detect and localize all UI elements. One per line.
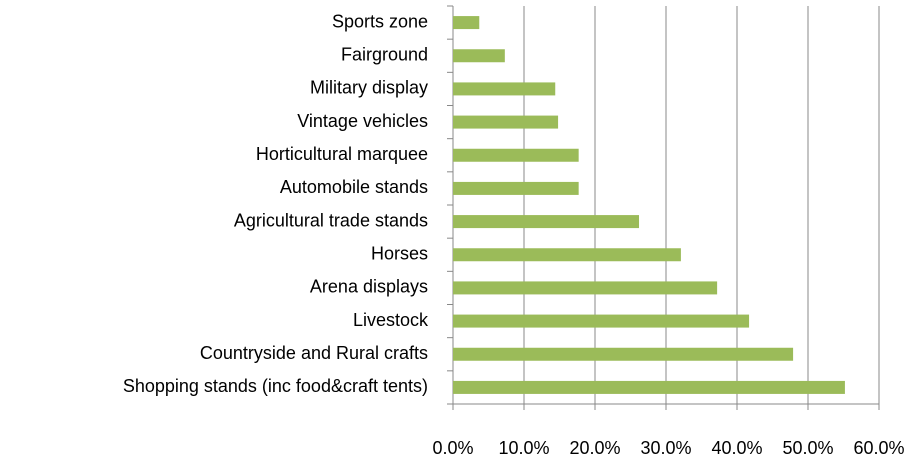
bar: [453, 16, 480, 30]
x-tick-label: 0.0%: [432, 438, 473, 458]
y-tick-label: Arena displays: [310, 277, 428, 297]
bar: [453, 380, 845, 394]
x-tick-label: 50.0%: [782, 438, 833, 458]
x-tick-label: 10.0%: [498, 438, 549, 458]
x-tick-label: 40.0%: [711, 438, 762, 458]
y-tick-label: Horticultural marquee: [256, 144, 428, 164]
bar: [453, 314, 750, 328]
y-tick-label: Livestock: [353, 310, 429, 330]
y-tick-label: Automobile stands: [280, 177, 428, 197]
bar: [453, 82, 556, 96]
y-tick-label: Military display: [310, 78, 428, 98]
y-tick-label: Shopping stands (inc food&craft tents): [123, 376, 428, 396]
bar: [453, 215, 640, 229]
y-tick-label: Sports zone: [332, 11, 428, 31]
y-tick-label: Vintage vehicles: [297, 111, 428, 131]
y-tick-label: Agricultural trade stands: [234, 210, 428, 230]
bar: [453, 115, 559, 129]
y-tick-label: Countryside and Rural crafts: [200, 343, 428, 363]
x-tick-label: 30.0%: [640, 438, 691, 458]
x-tick-label: 60.0%: [853, 438, 904, 458]
y-tick-label: Fairground: [341, 45, 428, 65]
bar: [453, 148, 579, 162]
bar: [453, 281, 718, 295]
x-tick-label: 20.0%: [569, 438, 620, 458]
bar: [453, 347, 794, 361]
bar: [453, 49, 505, 63]
bar: [453, 248, 681, 262]
y-tick-label: Horses: [371, 244, 428, 264]
bar: [453, 181, 579, 195]
